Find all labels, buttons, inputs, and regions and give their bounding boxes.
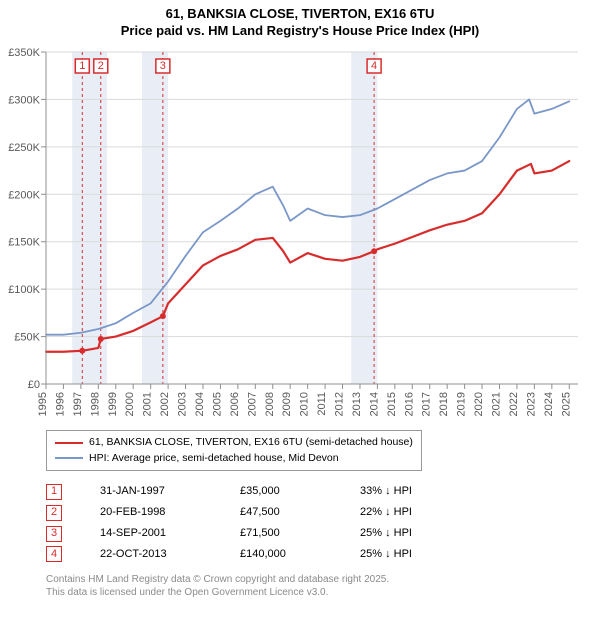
svg-text:£0: £0 <box>28 379 40 391</box>
svg-text:£200K: £200K <box>8 189 40 201</box>
svg-text:2006: 2006 <box>229 392 241 416</box>
svg-text:2005: 2005 <box>211 392 223 416</box>
svg-text:2001: 2001 <box>142 392 154 416</box>
svg-text:1996: 1996 <box>54 392 66 416</box>
legend-row: 61, BANKSIA CLOSE, TIVERTON, EX16 6TU (s… <box>55 435 413 451</box>
sale-price: £47,500 <box>240 502 360 523</box>
sale-date: 31-JAN-1997 <box>100 481 240 502</box>
sale-diff: 25% ↓ HPI <box>360 544 412 565</box>
svg-text:2003: 2003 <box>177 392 189 416</box>
chart-container: { "title": { "line1": "61, BANKSIA CLOSE… <box>0 0 600 600</box>
svg-text:4: 4 <box>371 60 377 72</box>
svg-text:2023: 2023 <box>525 392 537 416</box>
svg-text:2024: 2024 <box>543 392 555 416</box>
legend-swatch <box>55 457 83 459</box>
sale-price: £140,000 <box>240 544 360 565</box>
legend: 61, BANKSIA CLOSE, TIVERTON, EX16 6TU (s… <box>46 430 422 472</box>
svg-text:2: 2 <box>98 60 104 72</box>
svg-text:2002: 2002 <box>159 392 171 416</box>
svg-text:2010: 2010 <box>299 392 311 416</box>
svg-text:2012: 2012 <box>334 392 346 416</box>
legend-row: HPI: Average price, semi-detached house,… <box>55 451 413 467</box>
legend-label: 61, BANKSIA CLOSE, TIVERTON, EX16 6TU (s… <box>89 435 413 451</box>
svg-text:2016: 2016 <box>403 392 415 416</box>
svg-text:2019: 2019 <box>456 392 468 416</box>
svg-text:1997: 1997 <box>72 392 84 416</box>
svg-text:1: 1 <box>79 60 85 72</box>
svg-text:2008: 2008 <box>264 392 276 416</box>
svg-text:2022: 2022 <box>508 392 520 416</box>
legend-swatch <box>55 442 83 444</box>
svg-text:£350K: £350K <box>8 47 40 59</box>
sale-index-box: 4 <box>46 546 62 562</box>
sale-diff: 33% ↓ HPI <box>360 481 412 502</box>
sales-table: 1 31-JAN-1997£35,00033% ↓ HPI 2 20-FEB-1998… <box>46 481 590 565</box>
svg-text:2017: 2017 <box>421 392 433 416</box>
svg-text:£150K: £150K <box>8 236 40 248</box>
sale-date: 22-OCT-2013 <box>100 544 240 565</box>
svg-text:£50K: £50K <box>14 331 40 343</box>
svg-text:2007: 2007 <box>246 392 258 416</box>
svg-text:2025: 2025 <box>560 392 572 416</box>
sale-row: 2 20-FEB-1998£47,50022% ↓ HPI <box>46 502 590 523</box>
sale-row: 4 22-OCT-2013£140,00025% ↓ HPI <box>46 544 590 565</box>
sale-date: 14-SEP-2001 <box>100 523 240 544</box>
svg-text:2004: 2004 <box>194 392 206 416</box>
attribution: Contains HM Land Registry data © Crown c… <box>46 573 590 600</box>
title-line-1: 61, BANKSIA CLOSE, TIVERTON, EX16 6TU <box>0 6 600 23</box>
svg-text:2013: 2013 <box>351 392 363 416</box>
attribution-line-1: Contains HM Land Registry data © Crown c… <box>46 573 590 587</box>
svg-text:1999: 1999 <box>107 392 119 416</box>
chart-svg: £0 £50K £100K £150K £200K £250K £300K £350K 1995… <box>6 46 586 426</box>
attribution-line-2: This data is licensed under the Open Gov… <box>46 586 590 600</box>
svg-text:2000: 2000 <box>124 392 136 416</box>
sale-index-box: 1 <box>46 484 62 500</box>
svg-text:2014: 2014 <box>368 392 380 416</box>
title-line-2: Price paid vs. HM Land Registry's House … <box>0 23 600 40</box>
svg-text:2020: 2020 <box>473 392 485 416</box>
sale-diff: 25% ↓ HPI <box>360 523 412 544</box>
svg-text:2009: 2009 <box>281 392 293 416</box>
chart-plot: £0 £50K £100K £150K £200K £250K £300K £350K 1995… <box>6 46 586 426</box>
sale-price: £35,000 <box>240 481 360 502</box>
svg-text:1995: 1995 <box>37 392 49 416</box>
svg-text:1998: 1998 <box>89 392 101 416</box>
sale-diff: 22% ↓ HPI <box>360 502 412 523</box>
sale-row: 3 14-SEP-2001£71,50025% ↓ HPI <box>46 523 590 544</box>
svg-text:2021: 2021 <box>491 392 503 416</box>
svg-text:£250K: £250K <box>8 142 40 154</box>
svg-text:2018: 2018 <box>438 392 450 416</box>
svg-text:2015: 2015 <box>386 392 398 416</box>
legend-label: HPI: Average price, semi-detached house,… <box>89 451 339 467</box>
sale-date: 20-FEB-1998 <box>100 502 240 523</box>
svg-text:2011: 2011 <box>316 392 328 416</box>
chart-title-block: 61, BANKSIA CLOSE, TIVERTON, EX16 6TU Pr… <box>0 0 600 40</box>
sale-price: £71,500 <box>240 523 360 544</box>
svg-text:£100K: £100K <box>8 284 40 296</box>
sale-index-box: 2 <box>46 505 62 521</box>
svg-text:£300K: £300K <box>8 94 40 106</box>
sale-index-box: 3 <box>46 526 62 542</box>
sale-row: 1 31-JAN-1997£35,00033% ↓ HPI <box>46 481 590 502</box>
svg-text:3: 3 <box>160 60 166 72</box>
